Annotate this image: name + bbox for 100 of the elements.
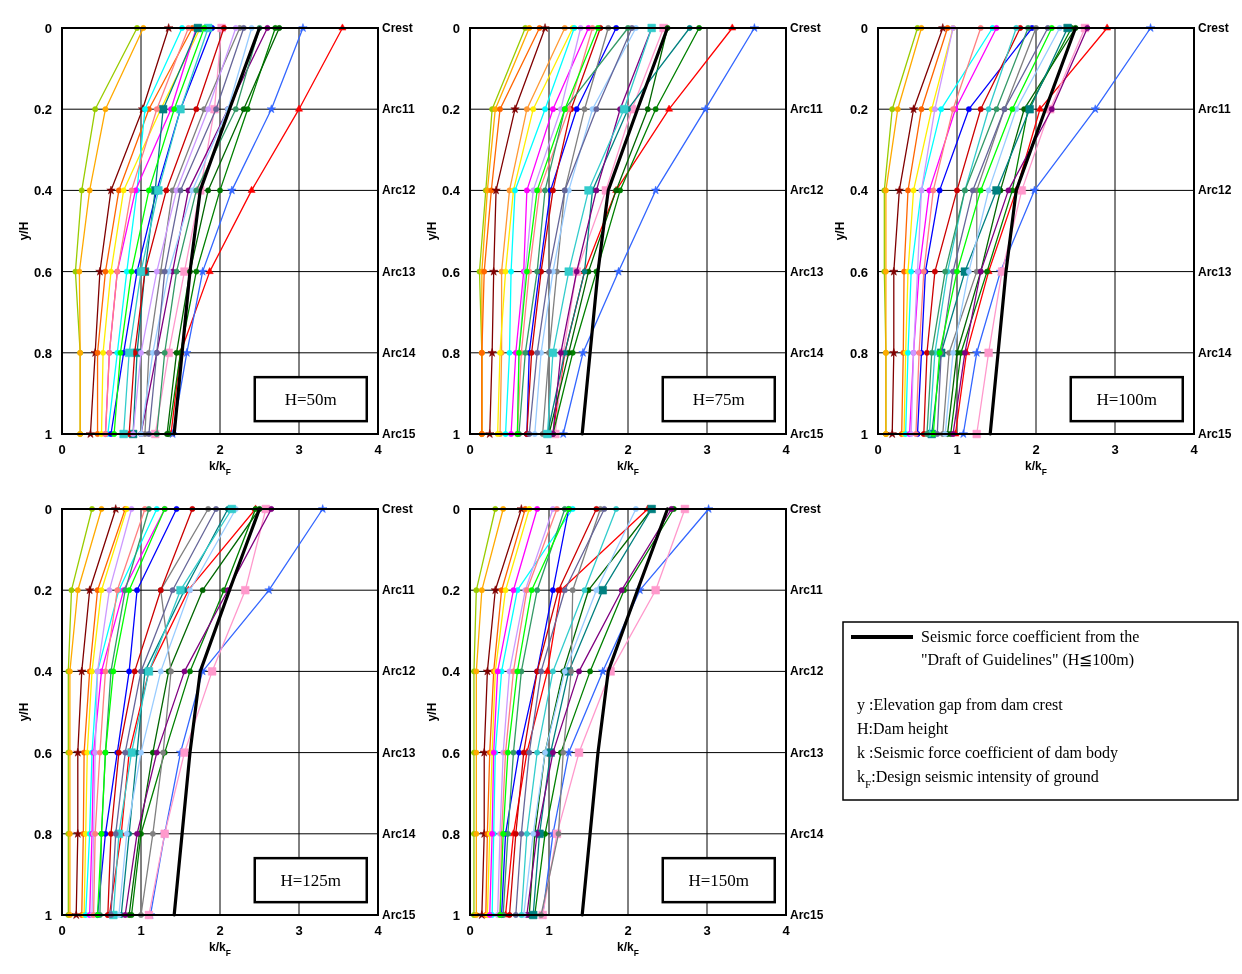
x-tick-label: 4 [782,442,791,457]
y-axis-title: y/H [17,702,31,722]
text: Arc12 [790,183,824,198]
y-tick-label: 0.6 [849,264,868,280]
x-axis-title: k/k$_{F}$ [617,940,639,958]
y-tick-label: 0.4 [441,183,461,199]
x-tick-label: 1 [137,923,145,938]
text-box: H=75m [661,375,776,423]
text: Crest [790,502,821,516]
y-tick-label: 0 [860,21,868,36]
y-tick-label: 0.4 [33,664,53,680]
y-tick-label: 0.2 [441,583,460,599]
x-tick-label: 2 [216,442,224,457]
y-tick-label: 0.4 [33,183,53,199]
y-tick-label: 1 [860,427,868,442]
y-tick-label: 1 [44,427,52,442]
text: Arc13 [382,745,416,760]
x-tick-label: 0 [466,442,474,457]
x-tick-label: 0 [58,923,66,938]
text: Arc11 [790,102,824,117]
y-tick-label: 0.6 [33,745,52,761]
y-tick-label: 0.8 [33,826,52,842]
x-tick-label: 3 [1111,442,1119,457]
y-tick-label: 0.2 [33,102,52,118]
y-tick-label: 1 [452,908,460,923]
annotation: H=150m [688,871,750,891]
text: Crest [790,21,821,35]
y-tick-label: 0.6 [441,745,460,761]
x-tick-label: 1 [137,442,145,457]
y-axis-title: y/H [425,221,439,241]
text: Arc13 [790,745,824,760]
x-tick-label: 3 [295,923,303,938]
text-box: H=100m [1069,375,1184,423]
y-tick-label: 0.6 [33,264,52,280]
x-tick-label: 2 [1032,442,1040,457]
x-tick-label: 1 [545,923,553,938]
y-tick-label: 0.8 [441,826,460,842]
x-tick-label: 4 [374,442,383,457]
text: Crest [382,502,413,516]
x-axis-title: k/k$_{F}$ [1025,459,1047,477]
y-tick-label: 0 [44,21,52,36]
text: Arc11 [382,583,416,598]
y-tick-label: 0.8 [849,345,868,361]
text-box: H=150m [661,856,776,904]
x-axis-title: k/k$_{F}$ [209,459,231,477]
text: Arc14 [1198,345,1232,360]
y-tick-label: 0.4 [849,183,869,199]
text: Arc12 [382,664,416,679]
annotation: H=50m [284,390,337,410]
x-tick-label: 0 [874,442,882,457]
y-tick-label: 0.8 [441,345,460,361]
text: Arc12 [1198,183,1232,198]
text: Arc14 [382,345,416,360]
text: Arc15 [790,908,824,922]
x-tick-label: 0 [466,923,474,938]
annotation: H=125m [280,871,342,891]
text-box: H=125m [253,856,368,904]
text: Crest [1198,21,1229,35]
text: Arc11 [1198,102,1232,117]
y-tick-label: 0 [452,502,460,517]
y-tick-label: 0 [452,21,460,36]
annotation: H=100m [1096,390,1158,410]
x-tick-label: 3 [703,442,711,457]
text: Crest [382,21,413,35]
x-tick-label: 1 [953,442,961,457]
y-axis-title: y/H [17,221,31,241]
x-tick-label: 1 [545,442,553,457]
y-tick-label: 0.8 [33,345,52,361]
x-tick-label: 2 [624,442,632,457]
y-axis-title: y/H [425,702,439,722]
text: k$_{F}$:Design seismic intensity of ground [857,768,1099,790]
legend-label: Seismic force coefficient from the "Draft of Guidelines" (H≦100m) [921,628,1140,669]
text: Arc12 [382,183,416,198]
text: Arc13 [382,264,416,279]
x-tick-label: 4 [1190,442,1199,457]
text: Arc15 [790,427,824,441]
x-axis-title: k/k$_{F}$ [209,940,231,958]
x-tick-label: 3 [295,442,303,457]
text: Arc15 [382,427,416,441]
y-tick-label: 0 [44,502,52,517]
text: H:Dam height [857,720,949,738]
y-tick-label: 1 [44,908,52,923]
y-tick-label: 1 [452,427,460,442]
x-axis-title: k/k$_{F}$ [617,459,639,477]
y-tick-label: 0.2 [441,102,460,118]
y-tick-label: 0.6 [441,264,460,280]
y-tick-label: 0.2 [849,102,868,118]
x-tick-label: 4 [374,923,383,938]
text: Arc14 [790,826,824,841]
text: Arc11 [790,583,824,598]
text: Arc14 [382,826,416,841]
x-tick-label: 2 [216,923,224,938]
text: Arc15 [382,908,416,922]
y-axis-title: y/H [833,221,847,241]
text: Arc14 [790,345,824,360]
y-tick-label: 0.2 [33,583,52,599]
text: Arc12 [790,664,824,679]
text: Arc11 [382,102,416,117]
x-tick-label: 0 [58,442,66,457]
text: y :Elevation gap from dam crest [857,696,1064,714]
